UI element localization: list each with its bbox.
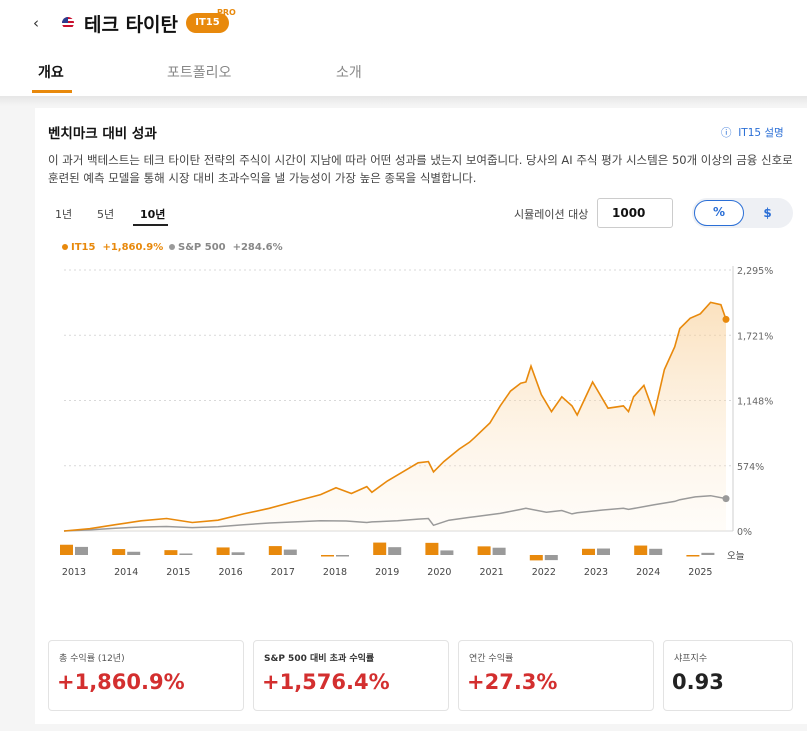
- active-tab-indicator: [32, 90, 72, 93]
- legend-sp500: S&P 500 +284.6%: [169, 242, 283, 253]
- legend-it15: IT15 +1,860.9%: [62, 242, 163, 253]
- info-circle-icon: ⓘ: [721, 127, 732, 139]
- stat-annual-return: 연간 수익률 +27.3%: [458, 640, 654, 711]
- period-10y[interactable]: 10년: [140, 208, 166, 221]
- header-shadow: [0, 96, 807, 106]
- page-title: 테크 타이탄: [84, 14, 179, 36]
- chevron-left-icon[interactable]: ‹: [33, 14, 39, 32]
- stat-label: 샤프지수: [674, 654, 708, 664]
- period-1y[interactable]: 1년: [55, 208, 73, 221]
- tab-portfolio[interactable]: 포트폴리오: [167, 65, 232, 81]
- period-indicator: [133, 224, 168, 226]
- strategy-badge: IT15: [186, 13, 229, 33]
- legend-dot-it15: [62, 244, 68, 250]
- stat-value: +1,576.4%: [262, 670, 390, 694]
- stat-total-return: 총 수익률 (12년) +1,860.9%: [48, 640, 244, 711]
- stat-sharpe-ratio: 샤프지수 0.93: [663, 640, 793, 711]
- simulation-label: 시뮬레이션 대상: [514, 208, 589, 221]
- stat-label: 총 수익률 (12년): [59, 654, 125, 664]
- us-flag-icon: [62, 17, 74, 29]
- tab-about[interactable]: 소개: [336, 65, 362, 81]
- stat-excess-return: S&P 500 대비 초과 수익률 +1,576.4%: [253, 640, 449, 711]
- top-bar: [0, 0, 807, 96]
- pro-tag: PRO: [217, 8, 236, 17]
- legend-dot-sp500: [169, 244, 175, 250]
- stat-label: S&P 500 대비 초과 수익률: [264, 654, 375, 664]
- stat-label: 연간 수익률: [469, 654, 514, 664]
- toggle-percent-button[interactable]: %: [694, 200, 744, 226]
- info-link[interactable]: ⓘ IT15 설명: [721, 125, 784, 140]
- simulation-amount-input[interactable]: [597, 198, 673, 228]
- stat-value: +27.3%: [467, 670, 558, 694]
- legend-value-it15: +1,860.9%: [102, 242, 164, 253]
- legend-value-sp500: +284.6%: [232, 242, 283, 253]
- toggle-dollar-button[interactable]: $: [763, 206, 772, 220]
- section-title: 벤치마크 대비 성과: [48, 126, 157, 142]
- section-description: 이 과거 백테스트는 테크 타이탄 전략의 주식이 시간이 지남에 따라 어떤 …: [48, 153, 793, 185]
- performance-card: [35, 108, 807, 724]
- legend-name-it15: IT15: [71, 242, 96, 253]
- info-link-label: IT15 설명: [738, 127, 784, 139]
- tab-overview[interactable]: 개요: [38, 65, 64, 81]
- stat-value: +1,860.9%: [57, 670, 185, 694]
- legend-name-sp500: S&P 500: [178, 242, 226, 253]
- stat-value: 0.93: [672, 670, 724, 694]
- period-5y[interactable]: 5년: [97, 208, 115, 221]
